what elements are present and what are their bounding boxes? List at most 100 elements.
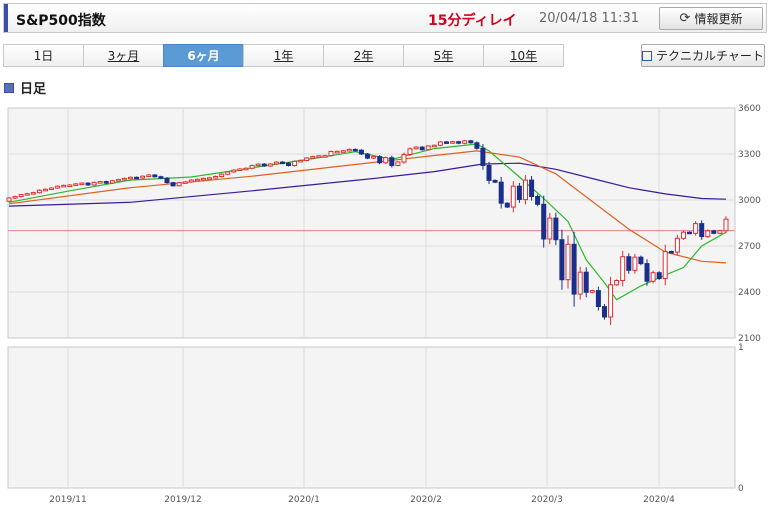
tab-5y[interactable]: 5年 (403, 44, 484, 67)
candle-up (310, 156, 316, 159)
candle-up (255, 163, 261, 167)
candle-up (219, 173, 225, 177)
candle-up (589, 290, 595, 293)
candle-down (480, 147, 486, 167)
candle-up (140, 175, 146, 179)
volume-tick-label: 1 (738, 343, 744, 353)
candle-down (626, 256, 632, 271)
candle-down (352, 148, 358, 152)
candle-up (322, 155, 328, 158)
candle-up (608, 284, 614, 318)
technical-chart-label: テクニカルチャート (656, 49, 764, 63)
candle-down (103, 181, 109, 184)
candle-down (85, 182, 91, 186)
candle-down (279, 161, 285, 165)
candle-down (504, 202, 510, 208)
candle-down (152, 174, 158, 178)
candle-up (146, 174, 152, 177)
candle-down (553, 217, 559, 241)
candle-down (541, 203, 547, 240)
candle-down (583, 271, 589, 293)
candle-up (632, 256, 638, 271)
candle-up (200, 177, 206, 181)
header-bar: S&P500指数 15分ディレイ 20/04/18 11:31 ⟳ 情報更新 (3, 3, 767, 33)
candle-up (577, 271, 583, 295)
tab-6m[interactable]: 6ヶ月 (163, 44, 244, 67)
candle-down (134, 176, 140, 180)
candle-up (73, 183, 79, 186)
candle-up (674, 237, 680, 253)
refresh-label: 情報更新 (694, 12, 743, 26)
candle-down (419, 146, 425, 151)
candle-down (687, 231, 692, 235)
technical-chart-button[interactable]: テクニカルチャート (641, 44, 765, 67)
candle-up (395, 161, 401, 166)
candle-down (559, 239, 565, 281)
candle-up (620, 256, 626, 282)
candle-down (365, 153, 370, 159)
candle-up (24, 193, 30, 196)
x-tick-label: 2020/4 (643, 495, 675, 505)
candle-up (431, 144, 437, 148)
candle-up (547, 217, 553, 240)
candle-down (468, 140, 474, 144)
candle-up (30, 192, 36, 195)
candle-up (225, 171, 231, 175)
tab-2y[interactable]: 2年 (323, 44, 404, 67)
candle-up (340, 150, 346, 153)
candle-up (407, 148, 413, 156)
candle-down (516, 185, 522, 200)
tab-1y[interactable]: 1年 (243, 44, 324, 67)
x-tick-label: 2019/12 (164, 495, 201, 505)
candle-up (188, 179, 194, 183)
tab-1d[interactable]: 1日 (3, 44, 84, 67)
y-tick-label: 3000 (738, 196, 761, 206)
candle-up (267, 163, 273, 167)
candle-up (207, 177, 212, 180)
candle-down (699, 223, 705, 238)
candle-down (595, 290, 601, 308)
candle-up (328, 151, 334, 157)
x-tick-label: 2020/3 (531, 495, 563, 505)
candle-up (401, 154, 407, 163)
refresh-button[interactable]: ⟳ 情報更新 (659, 7, 763, 30)
candle-up (705, 230, 711, 238)
tab-10y[interactable]: 10年 (483, 44, 564, 67)
candle-up (292, 160, 298, 166)
candle-up (383, 157, 389, 164)
refresh-icon: ⟳ (679, 11, 691, 26)
ma-long-line (8, 162, 727, 207)
candle-up (346, 148, 352, 152)
candle-up (18, 194, 24, 198)
candle-up (115, 179, 121, 182)
candle-down (389, 157, 395, 166)
candle-up (243, 167, 249, 171)
y-tick-label: 2100 (738, 334, 761, 344)
candle-up (650, 272, 656, 282)
candle-up (523, 179, 528, 201)
candle-up (304, 157, 310, 161)
candle-up (316, 155, 322, 158)
window-icon (642, 50, 653, 61)
volume-panel (7, 346, 736, 489)
tab-3m[interactable]: 3ヶ月 (83, 44, 164, 67)
candle-down (602, 306, 607, 318)
candle-up (194, 178, 200, 182)
candle-up (450, 141, 456, 144)
candle-down (638, 256, 644, 265)
candle-up (231, 169, 237, 173)
price-panel (7, 107, 736, 339)
candle-down (286, 162, 291, 166)
y-tick-label: 3600 (738, 104, 761, 114)
index-title: S&P500指数 (16, 13, 106, 29)
candle-up (437, 141, 443, 146)
candle-up (182, 181, 188, 184)
y-tick-label: 3300 (738, 150, 761, 160)
candle-up (413, 146, 419, 150)
candle-down (377, 156, 383, 164)
timestamp: 20/04/18 11:31 (539, 11, 639, 26)
candle-up (565, 243, 571, 281)
candle-up (681, 231, 686, 239)
candle-up (298, 159, 304, 163)
